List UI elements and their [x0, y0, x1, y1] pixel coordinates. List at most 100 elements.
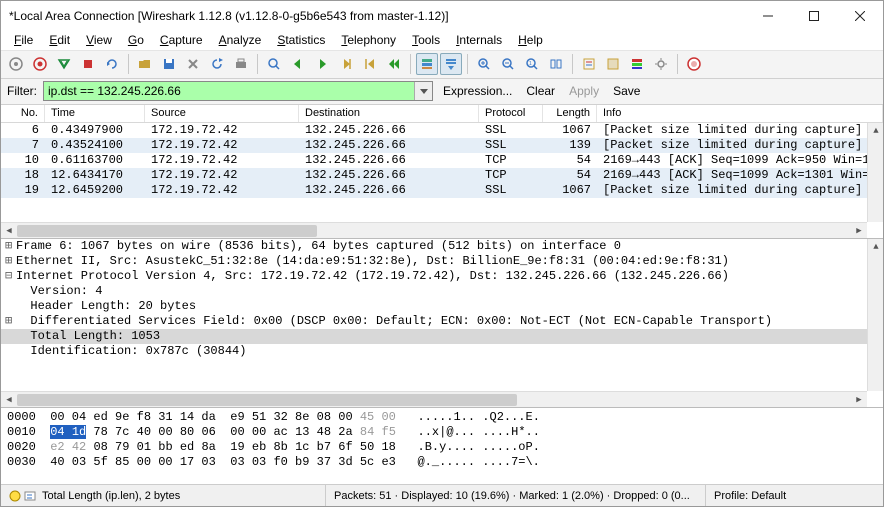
open-icon[interactable] [134, 53, 156, 75]
menu-internals[interactable]: Internals [449, 31, 509, 49]
detail-line[interactable]: Identification: 0x787c (30844) [1, 344, 883, 359]
col-header-proto[interactable]: Protocol [479, 105, 543, 122]
detail-line[interactable]: ⊞ Differentiated Services Field: 0x00 (D… [1, 314, 883, 329]
expression-button[interactable]: Expression... [439, 84, 516, 98]
close-icon[interactable] [182, 53, 204, 75]
packet-row[interactable]: 1912.6459200172.19.72.42132.245.226.66SS… [1, 183, 883, 198]
autoscroll-icon[interactable] [440, 53, 462, 75]
detail-line[interactable]: ⊞Ethernet II, Src: AsustekC_51:32:8e (14… [1, 254, 883, 269]
reload-icon[interactable] [206, 53, 228, 75]
col-header-dest[interactable]: Destination [299, 105, 479, 122]
menu-view[interactable]: View [79, 31, 119, 49]
back-icon[interactable] [287, 53, 309, 75]
filter-label: Filter: [7, 84, 37, 98]
detail-line[interactable]: Total Length: 1053 [1, 329, 883, 344]
zoom100-icon[interactable]: 1 [521, 53, 543, 75]
find-icon[interactable] [263, 53, 285, 75]
packet-row[interactable]: 60.43497900172.19.72.42132.245.226.66SSL… [1, 123, 883, 138]
interfaces-icon[interactable] [5, 53, 27, 75]
col-header-no[interactable]: No. [1, 105, 45, 122]
minimize-button[interactable] [745, 1, 791, 31]
menu-help[interactable]: Help [511, 31, 550, 49]
packet-bytes-pane: 0000 00 04 ed 9e f8 31 14 da e9 51 32 8e… [1, 408, 883, 484]
filter-dropdown[interactable] [414, 82, 432, 100]
start-icon[interactable] [53, 53, 75, 75]
menu-telephony[interactable]: Telephony [334, 31, 403, 49]
save-icon[interactable] [158, 53, 180, 75]
status-profile[interactable]: Profile: Default [706, 485, 883, 506]
col-header-len[interactable]: Length [543, 105, 597, 122]
expert-indicator-icon[interactable] [9, 490, 21, 502]
menubar: FileEditViewGoCaptureAnalyzeStatisticsTe… [1, 31, 883, 51]
main-toolbar: 1 [1, 51, 883, 79]
svg-text:1: 1 [529, 61, 532, 67]
first-icon[interactable] [359, 53, 381, 75]
annotation-icon[interactable] [24, 490, 36, 502]
col-header-info[interactable]: Info [597, 105, 883, 122]
status-field-text: Total Length (ip.len), 2 bytes [42, 490, 180, 502]
statusbar: Total Length (ip.len), 2 bytes Packets: … [1, 484, 883, 506]
packetlist-hscroll[interactable]: ◀ ▶ [1, 222, 867, 238]
status-profile-text: Profile: Default [714, 490, 786, 502]
detail-line[interactable]: Header Length: 20 bytes [1, 299, 883, 314]
menu-capture[interactable]: Capture [153, 31, 210, 49]
toolbar-separator [467, 54, 468, 74]
toolbar-separator [257, 54, 258, 74]
goto-icon[interactable] [335, 53, 357, 75]
packet-row[interactable]: 1812.6434170172.19.72.42132.245.226.66TC… [1, 168, 883, 183]
zoomout-icon[interactable] [497, 53, 519, 75]
colorize-icon[interactable] [416, 53, 438, 75]
print-icon[interactable] [230, 53, 252, 75]
save-filter-button[interactable]: Save [609, 84, 644, 98]
prefs-icon[interactable] [650, 53, 672, 75]
col-header-source[interactable]: Source [145, 105, 299, 122]
packet-details-pane: ⊞Frame 6: 1067 bytes on wire (8536 bits)… [1, 239, 883, 408]
titlebar: *Local Area Connection [Wireshark 1.12.8… [1, 1, 883, 31]
coloring-icon[interactable] [626, 53, 648, 75]
clear-button[interactable]: Clear [522, 84, 559, 98]
zoomin-icon[interactable] [473, 53, 495, 75]
hex-line[interactable]: 0010 04 1d 78 7c 40 00 80 06 00 00 ac 13… [7, 425, 877, 440]
apply-button[interactable]: Apply [565, 84, 603, 98]
options-icon[interactable] [29, 53, 51, 75]
dispfilter-icon[interactable] [602, 53, 624, 75]
detail-line[interactable]: ⊟Internet Protocol Version 4, Src: 172.1… [1, 269, 883, 284]
close-button[interactable] [837, 1, 883, 31]
status-stats: Packets: 51 · Displayed: 10 (19.6%) · Ma… [326, 485, 706, 506]
capfilter-icon[interactable] [578, 53, 600, 75]
last-icon[interactable] [383, 53, 405, 75]
packet-row[interactable]: 70.43524100172.19.72.42132.245.226.66SSL… [1, 138, 883, 153]
details-vscroll[interactable]: ▲ [867, 239, 883, 391]
packetlist-vscroll[interactable]: ▲ [867, 123, 883, 222]
toolbar-separator [572, 54, 573, 74]
status-field: Total Length (ip.len), 2 bytes [1, 485, 326, 506]
status-stats-text: Packets: 51 · Displayed: 10 (19.6%) · Ma… [334, 490, 690, 502]
detail-line[interactable]: ⊞Frame 6: 1067 bytes on wire (8536 bits)… [1, 239, 883, 254]
menu-tools[interactable]: Tools [405, 31, 447, 49]
menu-statistics[interactable]: Statistics [270, 31, 332, 49]
filter-bar: Filter: Expression... Clear Apply Save [1, 79, 883, 105]
menu-edit[interactable]: Edit [42, 31, 77, 49]
toolbar-separator [677, 54, 678, 74]
col-header-time[interactable]: Time [45, 105, 145, 122]
hex-line[interactable]: 0030 40 03 5f 85 00 00 17 03 03 03 f0 b9… [7, 455, 877, 470]
hex-line[interactable]: 0000 00 04 ed 9e f8 31 14 da e9 51 32 8e… [7, 410, 877, 425]
menu-go[interactable]: Go [121, 31, 151, 49]
hex-line[interactable]: 0020 e2 42 08 79 01 bb ed 8a 19 eb 8b 1c… [7, 440, 877, 455]
packet-row[interactable]: 100.61163700172.19.72.42132.245.226.66TC… [1, 153, 883, 168]
detail-line[interactable]: Version: 4 [1, 284, 883, 299]
help-icon[interactable] [683, 53, 705, 75]
filter-box [43, 81, 433, 101]
fwd-icon[interactable] [311, 53, 333, 75]
window-title: *Local Area Connection [Wireshark 1.12.8… [9, 9, 745, 23]
filter-input[interactable] [44, 84, 414, 98]
details-hscroll[interactable]: ◀ ▶ [1, 391, 867, 407]
restart-icon[interactable] [101, 53, 123, 75]
resize-icon[interactable] [545, 53, 567, 75]
menu-file[interactable]: File [7, 31, 40, 49]
toolbar-separator [410, 54, 411, 74]
maximize-button[interactable] [791, 1, 837, 31]
packet-list-pane: No. Time Source Destination Protocol Len… [1, 105, 883, 239]
menu-analyze[interactable]: Analyze [212, 31, 269, 49]
stop-icon[interactable] [77, 53, 99, 75]
